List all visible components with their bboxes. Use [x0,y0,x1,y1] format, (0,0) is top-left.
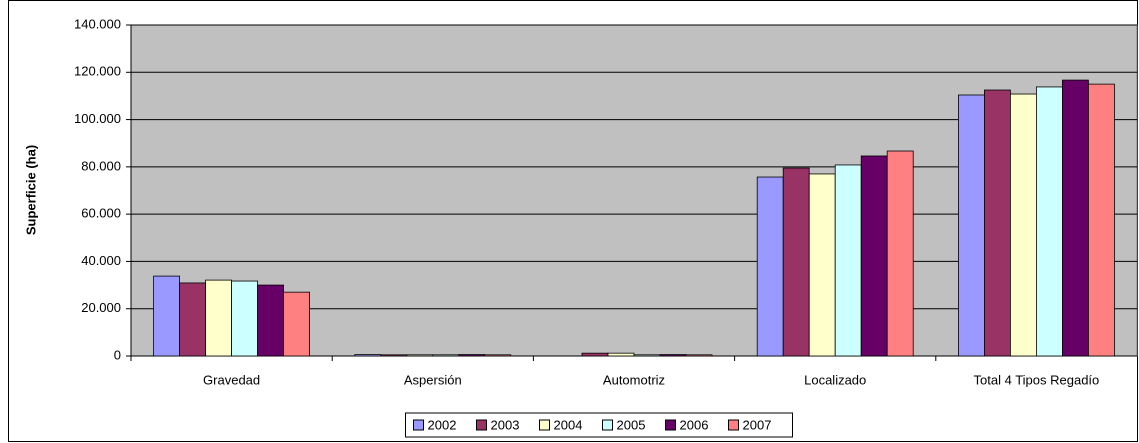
y-tick-label: 0 [114,347,121,362]
bar [834,164,862,357]
legend-swatch [602,419,613,431]
bar [283,291,311,357]
legend-label: 2007 [743,417,772,432]
legend-box [405,412,793,438]
x-tick-label: Gravedad [203,372,260,387]
bar [179,282,207,357]
bar [808,173,836,357]
y-tick-label: 100.000 [74,111,121,126]
legend-label: 2003 [491,417,520,432]
bar [1010,93,1037,357]
bar [1062,79,1089,357]
bar [1036,86,1063,357]
bar [581,352,609,357]
y-axis-label: Superficie (ha) [23,145,38,235]
bar [607,352,635,357]
legend-swatch [413,419,424,431]
bar [1088,83,1115,357]
bar [231,280,259,357]
bar [984,89,1011,357]
bar [205,279,233,357]
legend-swatch [476,419,487,431]
x-tick-label: Automotriz [603,372,665,387]
bar [380,354,408,357]
bar [756,176,784,357]
legend-label: 2002 [428,417,457,432]
legend-swatch [539,419,550,431]
bar [458,354,486,357]
bar [153,275,181,357]
x-tick-label: Localizado [804,372,866,387]
bar [484,354,512,357]
bar [406,354,434,357]
y-tick-label: 20.000 [81,300,121,315]
bar [685,354,713,357]
x-tick-label: Aspersión [404,372,462,387]
y-tick-label: 120.000 [74,64,121,79]
legend-swatch [728,419,739,431]
x-tick-label: Total 4 Tipos Regadío [974,372,1100,387]
y-tick-label: 80.000 [81,158,121,173]
bar [659,354,687,357]
bar [782,167,810,357]
bar [354,354,382,357]
bar [860,155,888,357]
y-tick-label: 40.000 [81,253,121,268]
y-tick-label: 60.000 [81,206,121,221]
legend-label: 2004 [554,417,583,432]
bar [958,94,985,357]
bar [886,150,914,357]
legend-label: 2006 [680,417,709,432]
legend-label: 2005 [617,417,646,432]
bar [257,284,285,357]
bar [432,354,460,357]
y-tick-label: 140.000 [74,16,121,31]
legend-swatch [665,419,676,431]
bar [633,354,661,357]
